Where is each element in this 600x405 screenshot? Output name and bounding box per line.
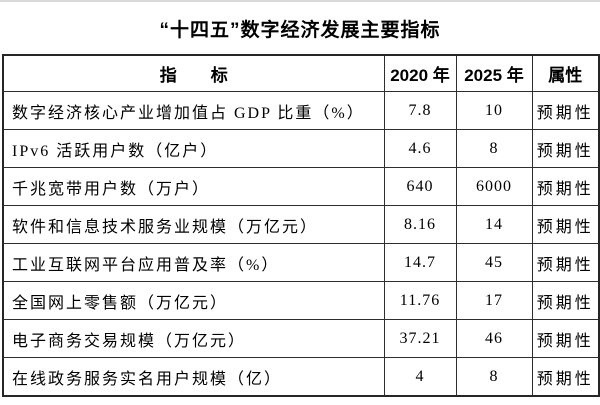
cell-2020-value: 11.76 <box>383 281 457 320</box>
cell-2025-value: 6000 <box>455 167 533 206</box>
cell-attribute: 预期性 <box>531 129 600 168</box>
cell-2020-value: 640 <box>383 167 457 206</box>
table-row: IPv6 活跃用户数（亿户） 4.6 8 预期性 <box>2 129 600 168</box>
cell-attribute: 预期性 <box>531 319 600 358</box>
cell-2025-value: 8 <box>455 129 533 168</box>
cell-attribute: 预期性 <box>531 243 600 282</box>
cell-2025-value: 17 <box>455 281 533 320</box>
cell-indicator: 千兆宽带用户数（万户） <box>2 167 385 206</box>
cell-2025-value: 46 <box>455 319 533 358</box>
top-edge-strip <box>0 0 600 2</box>
table-row: 全国网上零售额（万亿元） 11.76 17 预期性 <box>2 281 600 320</box>
cell-attribute: 预期性 <box>531 167 600 206</box>
cell-2025-value: 45 <box>455 243 533 282</box>
cell-attribute: 预期性 <box>531 281 600 320</box>
cell-2020-value: 4.6 <box>383 129 457 168</box>
header-indicator: 指 标 <box>2 54 385 92</box>
cell-indicator: 工业互联网平台应用普及率（%） <box>2 243 385 282</box>
cell-2020-value: 37.21 <box>383 319 457 358</box>
table-row: 软件和信息技术服务业规模（万亿元） 8.16 14 预期性 <box>2 205 600 244</box>
cell-2025-value: 10 <box>455 91 533 130</box>
table-row: 千兆宽带用户数（万户） 640 6000 预期性 <box>2 167 600 206</box>
page-title: “十四五”数字经济发展主要指标 <box>159 20 441 41</box>
cell-2025-value: 8 <box>455 357 533 397</box>
indicators-table: 指 标 2020 年 2025 年 属性 数字经济核心产业增加值占 GDP 比重… <box>2 54 600 397</box>
cell-attribute: 预期性 <box>531 357 600 397</box>
header-row: 指 标 2020 年 2025 年 属性 <box>2 54 600 92</box>
header-2020: 2020 年 <box>383 54 457 92</box>
cell-attribute: 预期性 <box>531 91 600 130</box>
cell-indicator: 电子商务交易规模（万亿元） <box>2 319 385 358</box>
header-2025: 2025 年 <box>455 54 533 92</box>
table-row: 数字经济核心产业增加值占 GDP 比重（%） 7.8 10 预期性 <box>2 91 600 130</box>
cell-2025-value: 14 <box>455 205 533 244</box>
cell-2020-value: 8.16 <box>383 205 457 244</box>
table-body: 数字经济核心产业增加值占 GDP 比重（%） 7.8 10 预期性 IPv6 活… <box>2 91 600 397</box>
cell-2020-value: 14.7 <box>383 243 457 282</box>
cell-2020-value: 7.8 <box>383 91 457 130</box>
cell-indicator: 软件和信息技术服务业规模（万亿元） <box>2 205 385 244</box>
cell-indicator: 在线政务服务实名用户规模（亿） <box>2 357 385 397</box>
cell-indicator: 全国网上零售额（万亿元） <box>2 281 385 320</box>
cell-indicator: 数字经济核心产业增加值占 GDP 比重（%） <box>2 91 385 130</box>
table-row: 在线政务服务实名用户规模（亿） 4 8 预期性 <box>2 357 600 397</box>
cell-attribute: 预期性 <box>531 205 600 244</box>
header-attribute: 属性 <box>531 54 600 92</box>
cell-2020-value: 4 <box>383 357 457 397</box>
cell-indicator: IPv6 活跃用户数（亿户） <box>2 129 385 168</box>
table-row: 工业互联网平台应用普及率（%） 14.7 45 预期性 <box>2 243 600 282</box>
table-row: 电子商务交易规模（万亿元） 37.21 46 预期性 <box>2 319 600 358</box>
